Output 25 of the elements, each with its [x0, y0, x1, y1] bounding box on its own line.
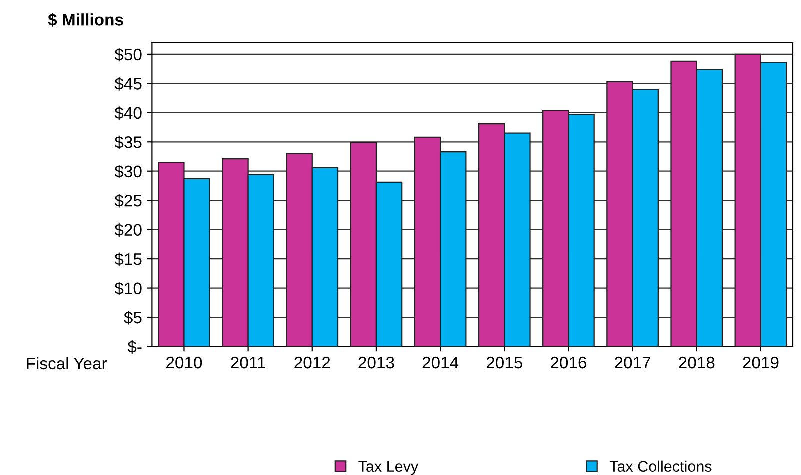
x-tick-label: 2012: [294, 356, 330, 369]
x-tick-label: 2010: [166, 356, 202, 369]
x-axis-title: Fiscal Year: [27, 357, 108, 370]
y-tick-label: $10: [114, 282, 142, 296]
y-tick-label: $30: [114, 165, 142, 179]
y-tick-label: $45: [114, 77, 142, 91]
x-tick-label: 2011: [231, 356, 266, 369]
y-tick-label: $15: [114, 252, 142, 266]
y-tick-label: $50: [114, 48, 142, 62]
y-tick-label: $25: [114, 194, 142, 208]
x-tick-label: 2018: [679, 356, 715, 369]
y-tick-label: $5: [124, 311, 142, 325]
x-tick-label: 2014: [422, 356, 459, 369]
legend-label: Tax Collections: [610, 460, 712, 472]
legend-label: Tax Levy: [358, 461, 419, 475]
y-axis-title: $ Millions: [48, 13, 124, 27]
x-tick-label: 2016: [551, 356, 587, 369]
y-tick-label: $20: [114, 224, 142, 238]
x-tick-label: 2019: [743, 356, 779, 369]
x-tick-label: 2015: [486, 356, 522, 369]
y-tick-label: $35: [114, 136, 142, 150]
y-tick-label: $-: [128, 340, 142, 354]
x-tick-label: 2013: [358, 356, 394, 369]
y-tick-label: $40: [114, 106, 142, 120]
x-tick-label: 2017: [615, 356, 650, 369]
